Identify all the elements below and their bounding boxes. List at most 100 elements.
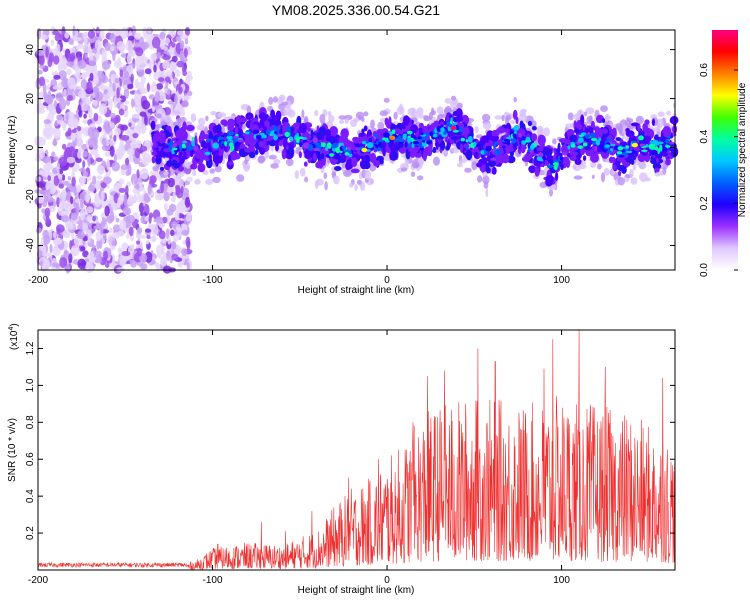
noise-blob xyxy=(77,230,85,240)
noise-blob xyxy=(138,123,147,135)
signal-blob xyxy=(497,154,506,164)
signal-blob xyxy=(258,147,264,154)
signal-blob xyxy=(590,120,595,129)
spectrogram-signal xyxy=(149,94,679,198)
signal-blob xyxy=(602,128,608,134)
signal-core-blob xyxy=(188,145,194,151)
noise-blob xyxy=(109,137,115,148)
signal-core-blob xyxy=(314,142,321,146)
signal-halo-blob xyxy=(617,177,625,186)
noise-blob xyxy=(43,234,51,245)
signal-halo-blob xyxy=(356,179,362,185)
noise-blob xyxy=(115,184,122,189)
signal-core-blob xyxy=(326,138,331,142)
noise-blob xyxy=(160,39,165,50)
noise-blob xyxy=(89,51,94,61)
noise-blob xyxy=(38,53,45,66)
signal-halo-blob xyxy=(163,171,169,176)
signal-halo-blob xyxy=(273,158,281,165)
noise-blob xyxy=(167,177,175,188)
signal-blob xyxy=(159,166,165,171)
snr-xlabel: Height of straight line (km) xyxy=(298,585,415,596)
signal-blob xyxy=(194,135,198,145)
noise-blob xyxy=(155,170,160,180)
signal-halo-blob xyxy=(591,174,595,179)
noise-blob xyxy=(93,73,99,85)
signal-blob xyxy=(392,125,400,130)
signal-blob xyxy=(626,157,630,163)
signal-halo-blob xyxy=(411,107,416,113)
noise-blob xyxy=(87,155,91,167)
signal-blob xyxy=(155,156,162,165)
signal-blob xyxy=(298,151,303,159)
signal-core-blob xyxy=(168,145,173,151)
noise-blob xyxy=(111,161,121,172)
noise-blob xyxy=(73,235,80,246)
signal-blob xyxy=(151,156,156,164)
noise-blob xyxy=(84,258,90,263)
signal-core-blob xyxy=(585,138,590,142)
noise-blob xyxy=(138,186,145,192)
signal-core-blob xyxy=(229,142,234,148)
signal-core-blob xyxy=(473,141,477,147)
spectrogram-xtick-label: 0 xyxy=(384,275,390,286)
signal-core-blob xyxy=(552,165,558,169)
signal-blob xyxy=(445,145,450,151)
signal-blob xyxy=(654,134,659,141)
snr-scale-suffix: ) xyxy=(9,323,20,326)
signal-core-blob xyxy=(465,146,469,150)
noise-blob xyxy=(81,101,90,112)
signal-halo-blob xyxy=(549,188,553,197)
signal-blob xyxy=(258,140,267,146)
signal-core-blob xyxy=(567,145,571,150)
signal-halo-blob xyxy=(510,120,517,125)
signal-core-blob xyxy=(465,139,469,143)
snr-ytick-label: 0.2 xyxy=(25,526,36,540)
signal-core-blob xyxy=(344,149,350,153)
noise-blob xyxy=(123,194,128,205)
noise-blob xyxy=(75,44,80,50)
noise-blob xyxy=(144,251,153,263)
signal-blob xyxy=(248,151,256,158)
signal-halo-blob xyxy=(464,167,472,173)
signal-halo-blob xyxy=(187,135,193,142)
noise-blob xyxy=(104,123,111,134)
signal-core-blob xyxy=(382,137,389,141)
signal-core-blob xyxy=(181,143,186,150)
signal-halo-blob xyxy=(217,112,227,118)
signal-halo-blob xyxy=(474,125,479,134)
spectrogram-xlabel: Height of straight line (km) xyxy=(298,285,415,296)
noise-blob xyxy=(127,163,132,176)
signal-halo-blob xyxy=(209,168,216,174)
noise-blob xyxy=(104,42,112,52)
signal-blob xyxy=(512,109,518,120)
noise-blob xyxy=(178,86,183,95)
signal-core-blob xyxy=(665,139,670,144)
signal-halo-blob xyxy=(301,109,305,118)
noise-blob xyxy=(117,230,125,237)
noise-blob xyxy=(103,233,107,240)
signal-blob xyxy=(361,128,365,134)
signal-halo-blob xyxy=(519,109,527,118)
signal-blob xyxy=(487,160,496,168)
noise-blob xyxy=(176,202,184,214)
noise-blob xyxy=(155,83,164,90)
noise-blob xyxy=(169,45,173,56)
signal-core-blob xyxy=(552,162,559,166)
noise-blob xyxy=(101,144,111,151)
noise-blob xyxy=(139,235,146,239)
signal-core-blob xyxy=(229,146,234,152)
noise-blob xyxy=(43,162,51,174)
signal-halo-blob xyxy=(205,179,214,185)
signal-blob xyxy=(150,120,156,130)
noise-blob xyxy=(119,95,127,103)
noise-blob xyxy=(137,62,145,70)
signal-blob xyxy=(527,120,533,127)
noise-blob xyxy=(86,206,94,214)
signal-halo-blob xyxy=(198,117,206,127)
colorbar-gradient xyxy=(712,30,738,270)
signal-halo-blob xyxy=(597,163,602,170)
signal-core-blob xyxy=(407,144,411,148)
signal-blob xyxy=(369,152,377,164)
noise-blob xyxy=(66,61,75,67)
